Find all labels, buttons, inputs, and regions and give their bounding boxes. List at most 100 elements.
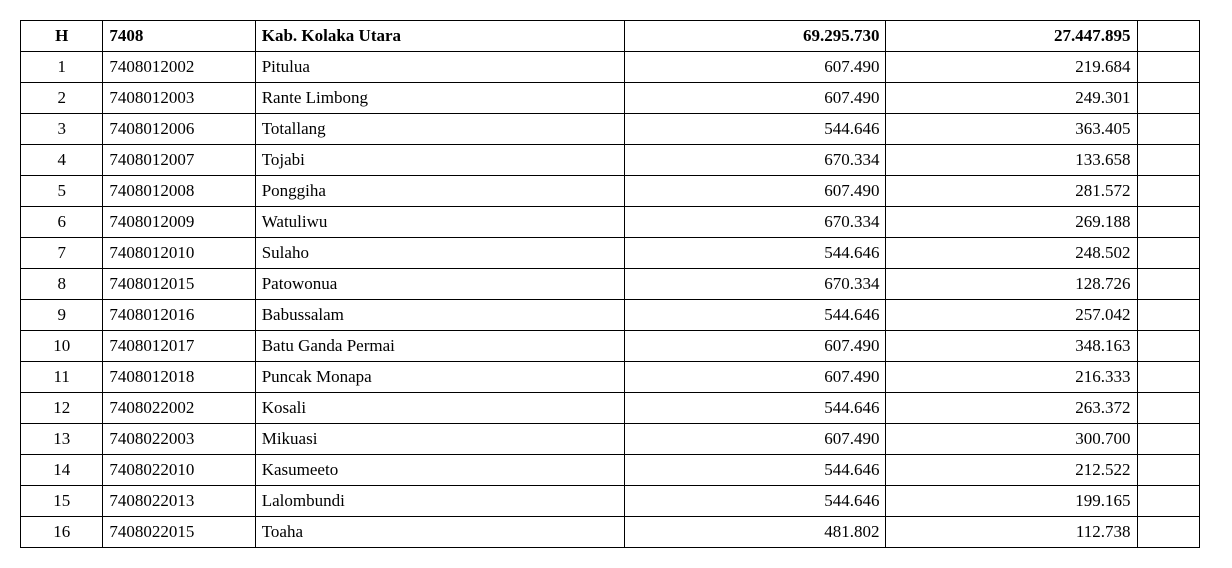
cell-blank (1137, 145, 1199, 176)
header-no: H (21, 21, 103, 52)
cell-code: 7408012018 (103, 362, 255, 393)
cell-no: 10 (21, 331, 103, 362)
cell-no: 9 (21, 300, 103, 331)
cell-code: 7408012015 (103, 269, 255, 300)
table-row: 27408012003Rante Limbong607.490249.301 (21, 83, 1200, 114)
cell-no: 7 (21, 238, 103, 269)
cell-name: Tojabi (255, 145, 625, 176)
cell-value1: 544.646 (625, 393, 886, 424)
cell-no: 8 (21, 269, 103, 300)
cell-value1: 670.334 (625, 145, 886, 176)
table-header-row: H 7408 Kab. Kolaka Utara 69.295.730 27.4… (21, 21, 1200, 52)
cell-code: 7408022003 (103, 424, 255, 455)
table-row: 167408022015Toaha481.802112.738 (21, 517, 1200, 548)
cell-value2: 269.188 (886, 207, 1137, 238)
cell-value2: 257.042 (886, 300, 1137, 331)
header-blank (1137, 21, 1199, 52)
table-row: 147408022010Kasumeeto544.646212.522 (21, 455, 1200, 486)
cell-blank (1137, 176, 1199, 207)
cell-name: Watuliwu (255, 207, 625, 238)
cell-blank (1137, 114, 1199, 145)
table-row: 47408012007Tojabi670.334133.658 (21, 145, 1200, 176)
cell-code: 7408012003 (103, 83, 255, 114)
cell-value2: 216.333 (886, 362, 1137, 393)
cell-value1: 607.490 (625, 52, 886, 83)
cell-name: Babussalam (255, 300, 625, 331)
table-row: 127408022002Kosali544.646263.372 (21, 393, 1200, 424)
cell-value2: 249.301 (886, 83, 1137, 114)
cell-value1: 481.802 (625, 517, 886, 548)
cell-value1: 607.490 (625, 176, 886, 207)
cell-name: Puncak Monapa (255, 362, 625, 393)
cell-value2: 133.658 (886, 145, 1137, 176)
cell-code: 7408012010 (103, 238, 255, 269)
table-row: 77408012010Sulaho544.646248.502 (21, 238, 1200, 269)
cell-no: 15 (21, 486, 103, 517)
cell-no: 4 (21, 145, 103, 176)
table-row: 107408012017Batu Ganda Permai607.490348.… (21, 331, 1200, 362)
cell-blank (1137, 300, 1199, 331)
cell-blank (1137, 83, 1199, 114)
cell-value1: 544.646 (625, 455, 886, 486)
cell-value2: 363.405 (886, 114, 1137, 145)
cell-name: Patowonua (255, 269, 625, 300)
cell-code: 7408012016 (103, 300, 255, 331)
cell-name: Ponggiha (255, 176, 625, 207)
cell-code: 7408012017 (103, 331, 255, 362)
cell-code: 7408012002 (103, 52, 255, 83)
table-row: 87408012015Patowonua670.334128.726 (21, 269, 1200, 300)
cell-value2: 128.726 (886, 269, 1137, 300)
cell-blank (1137, 238, 1199, 269)
cell-no: 3 (21, 114, 103, 145)
cell-no: 12 (21, 393, 103, 424)
cell-no: 6 (21, 207, 103, 238)
cell-value2: 348.163 (886, 331, 1137, 362)
cell-no: 16 (21, 517, 103, 548)
cell-blank (1137, 331, 1199, 362)
cell-value1: 607.490 (625, 362, 886, 393)
table-row: 17408012002Pitulua607.490219.684 (21, 52, 1200, 83)
cell-code: 7408012008 (103, 176, 255, 207)
data-table: H 7408 Kab. Kolaka Utara 69.295.730 27.4… (20, 20, 1200, 548)
cell-name: Rante Limbong (255, 83, 625, 114)
cell-name: Lalombundi (255, 486, 625, 517)
cell-no: 11 (21, 362, 103, 393)
cell-value1: 544.646 (625, 238, 886, 269)
table-row: 117408012018Puncak Monapa607.490216.333 (21, 362, 1200, 393)
cell-code: 7408012007 (103, 145, 255, 176)
table-row: 157408022013Lalombundi544.646199.165 (21, 486, 1200, 517)
cell-code: 7408012009 (103, 207, 255, 238)
cell-name: Sulaho (255, 238, 625, 269)
cell-name: Batu Ganda Permai (255, 331, 625, 362)
cell-value2: 281.572 (886, 176, 1137, 207)
header-name: Kab. Kolaka Utara (255, 21, 625, 52)
cell-value1: 607.490 (625, 83, 886, 114)
cell-blank (1137, 486, 1199, 517)
header-value2: 27.447.895 (886, 21, 1137, 52)
cell-value2: 263.372 (886, 393, 1137, 424)
cell-blank (1137, 52, 1199, 83)
cell-name: Toaha (255, 517, 625, 548)
cell-value1: 544.646 (625, 114, 886, 145)
cell-no: 5 (21, 176, 103, 207)
cell-no: 2 (21, 83, 103, 114)
cell-blank (1137, 455, 1199, 486)
cell-blank (1137, 393, 1199, 424)
cell-name: Pitulua (255, 52, 625, 83)
cell-name: Kasumeeto (255, 455, 625, 486)
cell-code: 7408022015 (103, 517, 255, 548)
cell-value2: 199.165 (886, 486, 1137, 517)
cell-value1: 670.334 (625, 207, 886, 238)
cell-code: 7408022013 (103, 486, 255, 517)
cell-name: Kosali (255, 393, 625, 424)
cell-name: Totallang (255, 114, 625, 145)
cell-value1: 607.490 (625, 331, 886, 362)
cell-value2: 219.684 (886, 52, 1137, 83)
cell-blank (1137, 269, 1199, 300)
table-row: 37408012006Totallang544.646363.405 (21, 114, 1200, 145)
cell-no: 14 (21, 455, 103, 486)
cell-code: 7408022010 (103, 455, 255, 486)
cell-blank (1137, 207, 1199, 238)
cell-value1: 670.334 (625, 269, 886, 300)
cell-blank (1137, 424, 1199, 455)
